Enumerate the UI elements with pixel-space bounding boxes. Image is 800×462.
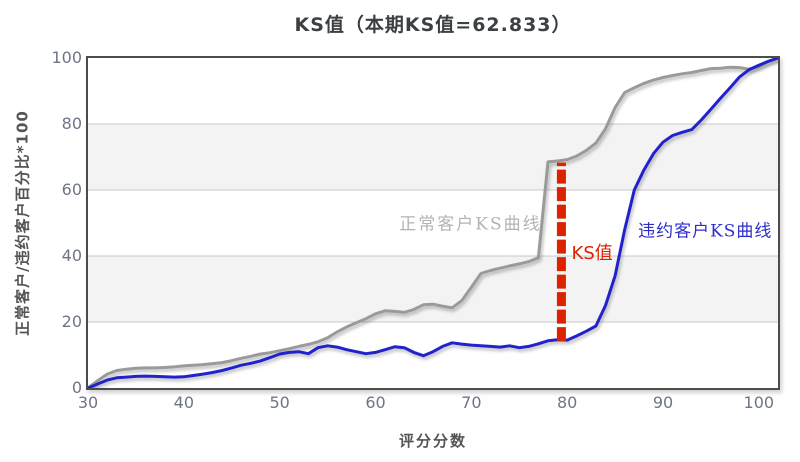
y-tick-label-40: 40 <box>61 246 82 265</box>
x-tick-label-80: 80 <box>556 393 578 412</box>
y-axis-title: 正常客户/违约客户百分比*100 <box>13 110 32 336</box>
plot-band <box>88 124 778 190</box>
normal-curve-label: 正常客户KS曲线 <box>399 214 542 235</box>
x-tick-label-60: 60 <box>365 393 386 412</box>
plot-band <box>88 190 778 256</box>
normal-customers-ks-curve <box>88 58 778 388</box>
plot-svg <box>88 58 778 388</box>
default-curve-label: 违约客户KS曲线 <box>638 221 773 242</box>
y-tick-label-80: 80 <box>61 114 82 133</box>
plot-area: 正常客户KS曲线 违约客户KS曲线 KS值 <box>86 56 780 390</box>
y-tick-label-0: 0 <box>71 378 82 397</box>
x-tick-label-70: 70 <box>461 393 482 412</box>
plot-band <box>88 256 778 322</box>
chart-title: KS值（本期KS值=62.833） <box>294 14 572 36</box>
y-tick-label-20: 20 <box>61 312 82 331</box>
x-tick-label-100: 100 <box>743 393 775 412</box>
default-customers-ks-curve <box>88 58 778 388</box>
x-tick-label-90: 90 <box>652 393 674 412</box>
y-tick-label-60: 60 <box>61 180 82 199</box>
x-tick-label-30: 30 <box>77 393 99 412</box>
plot-band <box>88 58 778 124</box>
x-tick-label-40: 40 <box>173 393 194 412</box>
x-tick-label-50: 50 <box>269 393 290 412</box>
ks-value-label: KS值 <box>571 243 613 265</box>
x-axis-title: 评分分数 <box>398 432 467 450</box>
y-tick-label-100: 100 <box>51 48 82 67</box>
plot-band <box>88 322 778 388</box>
